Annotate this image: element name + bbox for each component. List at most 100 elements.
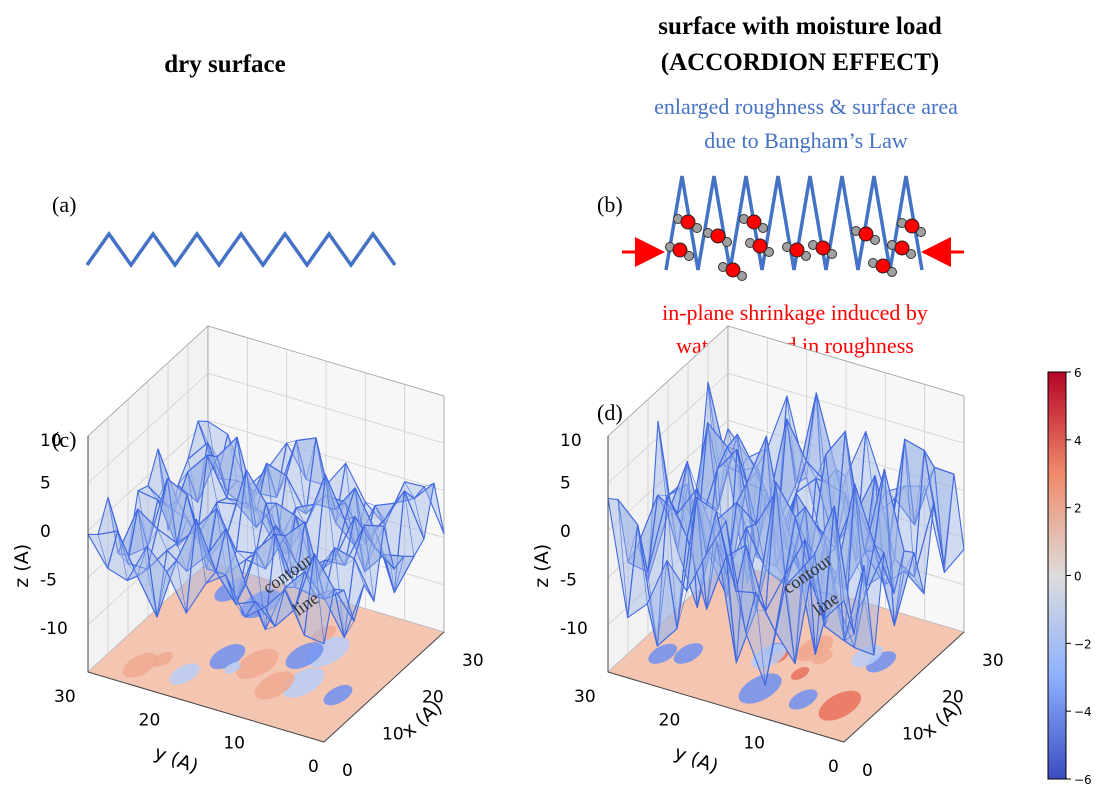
colorbar-ticks: 6 4 2 0 −2 −4 −6 (1066, 366, 1092, 787)
y-tick-label: 10 (743, 734, 765, 754)
dry-surface-title: dry surface (164, 51, 286, 78)
mesh-diagonal (874, 543, 885, 553)
mesh-diagonal (774, 586, 786, 632)
x-tick-label: 30 (462, 651, 484, 671)
contour-patch (214, 579, 247, 602)
mesh-diagonal (706, 511, 717, 610)
mesh-diagonal (795, 517, 806, 540)
mesh-diagonal (933, 467, 945, 566)
mesh-diagonal (806, 460, 817, 479)
mesh-diagonal (883, 469, 895, 594)
mesh-diagonal (735, 591, 747, 633)
mesh-diagonal (825, 454, 836, 549)
mesh-diagonal (176, 559, 187, 614)
mesh-diagonal (894, 558, 905, 572)
mesh-diagonal (756, 471, 767, 492)
contour-patch (851, 644, 884, 668)
mesh-diagonal (893, 550, 905, 626)
mesh-diagonal (147, 485, 158, 501)
mesh-diagonal (686, 497, 698, 538)
dry-zigzag (85, 230, 397, 269)
mesh-diagonal (245, 549, 256, 560)
mesh-diagonal (345, 463, 356, 547)
mesh-diagonal (696, 548, 708, 608)
x-axis-line (843, 631, 965, 743)
mesh-diagonal (235, 603, 246, 618)
mesh-diagonal (305, 437, 317, 480)
mesh-diagonal (265, 503, 276, 526)
contour-patch (152, 651, 174, 667)
x-tick-label: 20 (942, 688, 964, 708)
water-oxygen (789, 242, 805, 258)
contour-patch (122, 652, 158, 678)
mesh-diagonal (354, 558, 365, 585)
mesh-diagonal (815, 454, 826, 479)
mesh-diagonal (747, 457, 758, 467)
mesh-diagonal (285, 475, 297, 508)
contour-patch (866, 651, 897, 673)
roughness-annotation-line2: due to Bangham’s Law (704, 128, 908, 153)
mesh-diagonal (335, 502, 346, 524)
mesh-diagonal (176, 543, 187, 572)
mesh-diagonal (617, 499, 629, 618)
mesh-diagonal (687, 461, 698, 489)
mesh-diagonal (276, 475, 287, 498)
y-axis-line (87, 671, 325, 743)
contour-patch (648, 643, 677, 664)
mesh-diagonal (137, 509, 148, 570)
mesh-diagonal (156, 571, 168, 618)
colorbar-tick-label: 2 (1074, 502, 1082, 516)
mesh-diagonal (413, 498, 425, 539)
mesh-diagonal (755, 524, 767, 571)
mesh-diagonal (255, 601, 266, 608)
mesh-diagonal (275, 503, 287, 574)
mesh-diagonal (177, 471, 188, 486)
mesh-diagonal (313, 553, 325, 644)
mesh-diagonal (216, 456, 228, 499)
mesh-diagonal (206, 568, 217, 573)
wet-zigzag (664, 175, 924, 271)
mesh-diagonal (286, 440, 297, 444)
grid-line (727, 420, 965, 491)
mesh-diagonal (656, 560, 668, 647)
grid-line (87, 467, 209, 578)
mesh-diagonal (696, 497, 707, 555)
x-tick-label: 10 (382, 724, 404, 744)
mesh-diagonal (227, 434, 238, 481)
mesh-diagonal (265, 626, 276, 630)
mesh-diagonal (325, 495, 336, 510)
x-tick-label: 30 (982, 651, 1004, 671)
mesh-diagonal (785, 492, 797, 580)
mesh-diagonal (864, 543, 875, 553)
water-oxygen (672, 242, 688, 258)
mesh-diagonal (206, 555, 217, 572)
colorbar-tick-label: −6 (1074, 773, 1092, 787)
grid-line (87, 420, 209, 531)
mesh-diagonal (775, 482, 786, 575)
mesh-diagonal (97, 534, 109, 569)
mesh-diagonal (904, 486, 916, 526)
mesh-diagonal (225, 528, 237, 605)
mesh-diagonal (226, 497, 237, 505)
mesh-diagonal (335, 509, 346, 521)
mesh-diagonal (374, 505, 385, 520)
mesh-diagonal (794, 565, 806, 664)
contour-patch (224, 662, 242, 674)
mesh-diagonal (216, 508, 227, 574)
mesh-diagonal (197, 420, 208, 443)
contour-patch (751, 643, 787, 669)
surface-mesh (87, 420, 445, 645)
mesh-diagonal (834, 595, 845, 641)
grid-line (87, 514, 209, 626)
mesh-diagonal (344, 516, 355, 521)
mesh-diagonal (166, 478, 178, 544)
mesh-diagonal (716, 519, 728, 576)
y-tick-label: 20 (659, 710, 681, 730)
contour-patch (169, 663, 200, 685)
colorbar-tick-label: −4 (1074, 705, 1092, 719)
roughness-annotation-line1: enlarged roughness & surface area (654, 94, 958, 119)
mesh-diagonal (865, 431, 876, 515)
mesh-diagonal (324, 474, 336, 560)
grid-line (87, 372, 209, 484)
mesh-diagonal (914, 450, 925, 526)
